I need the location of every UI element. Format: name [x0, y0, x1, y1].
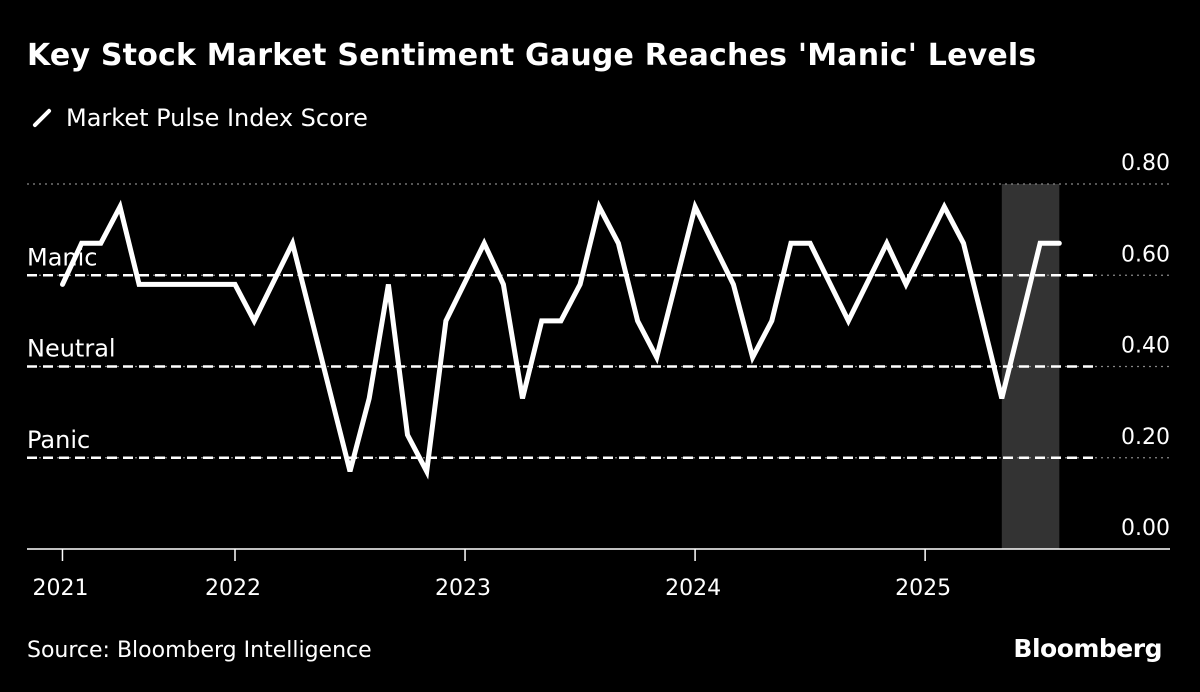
x-tick-label: 2023 [435, 576, 491, 601]
zone-label-manic: Manic [27, 243, 98, 271]
y-tick-label: 0.20 [1121, 425, 1170, 450]
x-tick-label: 2025 [895, 576, 951, 601]
chart-title: Key Stock Market Sentiment Gauge Reaches… [27, 38, 1037, 73]
x-tick-label: 2022 [205, 576, 261, 601]
legend-label: Market Pulse Index Score [66, 104, 368, 132]
y-tick-label: 0.80 [1121, 151, 1170, 176]
bloomberg-logo: Bloomberg [1013, 634, 1162, 663]
x-tick-label: 2021 [32, 576, 88, 601]
x-tick-label: 2024 [665, 576, 721, 601]
zone-label-neutral: Neutral [27, 335, 116, 363]
y-tick-label: 0.00 [1121, 516, 1170, 541]
legend: Market Pulse Index Score [30, 104, 368, 132]
y-tick-label: 0.60 [1121, 242, 1170, 267]
source-note: Source: Bloomberg Intelligence [27, 638, 372, 663]
y-tick-label: 0.40 [1121, 334, 1170, 359]
series-line-market-pulse [60, 199, 1062, 480]
zone-label-panic: Panic [27, 426, 90, 454]
